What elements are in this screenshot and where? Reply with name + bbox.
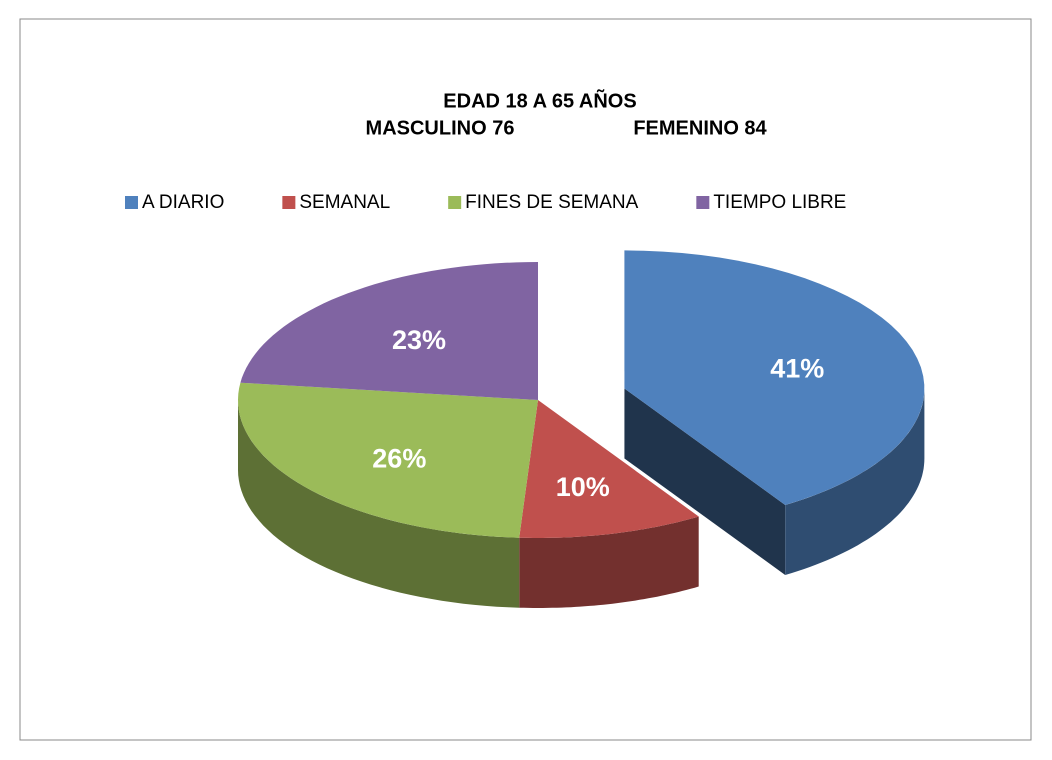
data-label: 23% (392, 325, 446, 355)
slice (238, 382, 538, 538)
data-label: 10% (556, 472, 610, 502)
slice-side (785, 388, 925, 575)
slice (624, 250, 925, 505)
legend-swatch (282, 196, 296, 209)
legend-swatch (696, 196, 710, 209)
chart-subtitle: MASCULINO 76 (366, 117, 515, 139)
legend-swatch (125, 196, 138, 209)
slice-side (238, 400, 520, 608)
chart-subtitle: FEMENINO 84 (633, 117, 767, 139)
data-label: 41% (770, 354, 824, 384)
slice-side (519, 516, 699, 608)
legend-label: TIEMPO LIBRE (713, 192, 846, 213)
chart-title: EDAD 18 A 65 AÑOS (443, 89, 636, 112)
legend-swatch (448, 196, 462, 209)
data-label: 26% (372, 444, 426, 474)
legend-label: SEMANAL (299, 192, 390, 213)
legend-label: A DIARIO (142, 192, 224, 213)
slice (519, 400, 699, 538)
legend-label: FINES DE SEMANA (465, 192, 638, 213)
slice (240, 262, 538, 400)
slice-side (624, 388, 786, 575)
